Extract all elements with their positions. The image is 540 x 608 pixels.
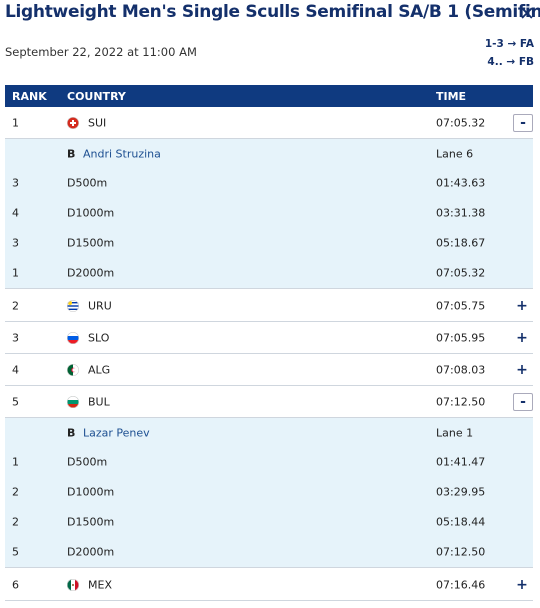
country: MEX <box>88 578 112 591</box>
split-row: 2 D1500m 05:18.44 <box>5 507 533 537</box>
split-distance: D2000m <box>67 266 115 280</box>
split-rank: 2 <box>12 485 19 499</box>
rank: 6 <box>12 578 19 591</box>
split-rank: 3 <box>12 176 19 190</box>
split-row: 1 D500m 01:41.47 <box>5 447 533 477</box>
flag <box>67 116 79 129</box>
flag-icon <box>67 395 79 408</box>
boat-position: B <box>67 147 76 161</box>
split-time: 05:18.44 <box>436 515 486 529</box>
lane: Lane 6 <box>436 147 474 161</box>
country: SUI <box>88 116 107 129</box>
split-row: 3 D1500m 05:18.67 <box>5 228 533 258</box>
toggle-button[interactable]: + <box>516 329 528 346</box>
split-time: 07:05.32 <box>436 266 486 280</box>
column-header: COUNTRY <box>67 90 126 103</box>
split-rank: 1 <box>12 455 19 469</box>
country: ALG <box>88 363 111 376</box>
split-row: 3 D500m 01:43.63 <box>5 168 533 198</box>
close-button[interactable]: ✕ <box>519 3 535 25</box>
time: 07:12.50 <box>436 395 486 408</box>
flag <box>67 331 79 344</box>
split-time: 05:18.67 <box>436 236 486 250</box>
rank: 5 <box>12 395 19 408</box>
country: SLO <box>88 331 110 344</box>
split-rank: 2 <box>12 515 19 529</box>
result-row[interactable]: 5 BUL 07:12.50 - <box>5 386 533 418</box>
split-row: 2 D1000m 03:29.95 <box>5 477 533 507</box>
split-row: 4 D1000m 03:31.38 <box>5 198 533 228</box>
rank: 3 <box>12 331 19 344</box>
split-time: 07:12.50 <box>436 545 486 559</box>
split-distance: D1500m <box>67 515 115 529</box>
country: URU <box>88 299 112 312</box>
result-row[interactable]: 6 MEX 07:16.46 + <box>5 569 533 601</box>
flag-icon <box>67 299 79 312</box>
lane: Lane 1 <box>436 426 474 440</box>
split-distance: D2000m <box>67 545 115 559</box>
athlete-name: Andri Struzina <box>83 147 161 161</box>
split-time: 01:41.47 <box>436 455 486 469</box>
toggle-button[interactable]: + <box>516 361 528 378</box>
column-header: TIME <box>436 90 467 103</box>
time: 07:05.32 <box>436 116 486 129</box>
flag-icon <box>67 363 79 376</box>
toggle-button[interactable]: + <box>516 576 528 593</box>
result-row[interactable]: 2 URU 07:05.75 + <box>5 290 533 322</box>
split-row: 1 D2000m 07:05.32 <box>5 258 533 288</box>
crew-row: B Andri Struzina Lane 6 <box>5 139 533 169</box>
column-header: RANK <box>12 90 47 103</box>
result-row[interactable]: 4 ALG 07:08.03 + <box>5 354 533 386</box>
date: September 22, 2022 at 11:00 AM <box>5 45 197 59</box>
split-rank: 1 <box>12 266 19 280</box>
details-panel: B Lazar Penev Lane 1 1 D500m 01:41.47 2 D1000m 0… <box>5 418 533 568</box>
time: 07:05.75 <box>436 299 486 312</box>
flag-icon <box>67 116 79 129</box>
title: Lightweight Men's Single Sculls Semifina… <box>5 2 540 22</box>
flag-icon <box>67 331 79 344</box>
progression: 4.. → FB <box>487 56 534 68</box>
table-header: RANK COUNTRY TIME <box>5 85 533 107</box>
time: 07:08.03 <box>436 363 486 376</box>
split-rank: 5 <box>12 545 19 559</box>
split-rank: 4 <box>12 206 19 220</box>
split-time: 03:31.38 <box>436 206 486 220</box>
split-distance: D1000m <box>67 206 115 220</box>
split-time: 01:43.63 <box>436 176 486 190</box>
rank: 1 <box>12 116 19 129</box>
result-row[interactable]: 3 SLO 07:05.95 + <box>5 322 533 354</box>
toggle-button[interactable]: - <box>513 392 533 411</box>
flag <box>67 299 79 312</box>
flag <box>67 578 79 591</box>
boat-position: B <box>67 426 76 440</box>
time: 07:16.46 <box>436 578 486 591</box>
split-distance: D500m <box>67 455 108 469</box>
flag <box>67 363 79 376</box>
split-rank: 3 <box>12 236 19 250</box>
split-distance: D1000m <box>67 485 115 499</box>
flag-icon <box>67 578 79 591</box>
split-time: 03:29.95 <box>436 485 486 499</box>
flag <box>67 395 79 408</box>
toggle-button[interactable]: - <box>513 113 533 132</box>
split-row: 5 D2000m 07:12.50 <box>5 537 533 567</box>
rank: 2 <box>12 299 19 312</box>
country: BUL <box>88 395 110 408</box>
toggle-button[interactable]: + <box>516 297 528 314</box>
time: 07:05.95 <box>436 331 486 344</box>
rank: 4 <box>12 363 19 376</box>
details-panel: B Andri Struzina Lane 6 3 D500m 01:43.63 4 D100… <box>5 139 533 289</box>
athlete-name: Lazar Penev <box>83 426 150 440</box>
split-distance: D1500m <box>67 236 115 250</box>
crew-row: B Lazar Penev Lane 1 <box>5 418 533 448</box>
split-distance: D500m <box>67 176 108 190</box>
progression: 1-3 → FA <box>484 38 534 50</box>
result-row[interactable]: 1 SUI 07:05.32 - <box>5 107 533 139</box>
